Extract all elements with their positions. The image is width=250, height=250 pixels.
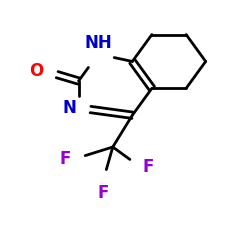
Text: F: F	[60, 150, 71, 168]
Text: O: O	[29, 62, 43, 80]
Text: N: N	[62, 99, 76, 117]
Text: NH: NH	[84, 34, 112, 52]
Text: F: F	[142, 158, 154, 176]
Text: F: F	[97, 184, 109, 202]
